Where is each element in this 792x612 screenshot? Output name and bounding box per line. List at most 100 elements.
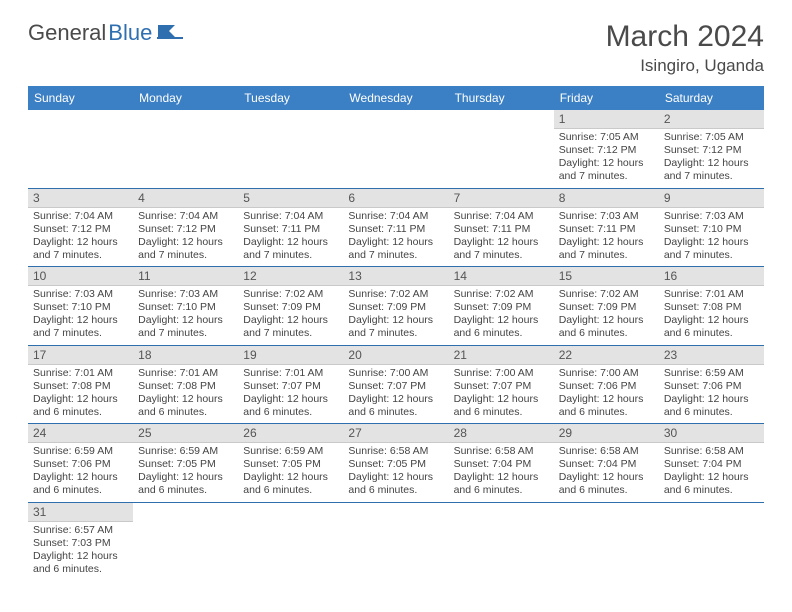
day-number: 15 (554, 267, 659, 286)
calendar-day: 19Sunrise: 7:01 AMSunset: 7:07 PMDayligh… (238, 345, 343, 424)
calendar-empty (659, 502, 764, 580)
day-number: 27 (343, 424, 448, 443)
calendar-day: 5Sunrise: 7:04 AMSunset: 7:11 PMDaylight… (238, 188, 343, 267)
calendar-day: 29Sunrise: 6:58 AMSunset: 7:04 PMDayligh… (554, 424, 659, 503)
calendar-day: 31Sunrise: 6:57 AMSunset: 7:03 PMDayligh… (28, 502, 133, 580)
calendar-week: 3Sunrise: 7:04 AMSunset: 7:12 PMDaylight… (28, 188, 764, 267)
day-number: 10 (28, 267, 133, 286)
calendar-day: 28Sunrise: 6:58 AMSunset: 7:04 PMDayligh… (449, 424, 554, 503)
calendar-day: 26Sunrise: 6:59 AMSunset: 7:05 PMDayligh… (238, 424, 343, 503)
day-number: 16 (659, 267, 764, 286)
day-details: Sunrise: 7:02 AMSunset: 7:09 PMDaylight:… (554, 286, 659, 345)
month-title: March 2024 (606, 20, 764, 54)
weekday-header: Friday (554, 86, 659, 110)
day-number: 18 (133, 346, 238, 365)
day-number: 4 (133, 189, 238, 208)
calendar-day: 17Sunrise: 7:01 AMSunset: 7:08 PMDayligh… (28, 345, 133, 424)
day-number: 13 (343, 267, 448, 286)
calendar-day: 14Sunrise: 7:02 AMSunset: 7:09 PMDayligh… (449, 267, 554, 346)
calendar-week: 24Sunrise: 6:59 AMSunset: 7:06 PMDayligh… (28, 424, 764, 503)
calendar-day: 22Sunrise: 7:00 AMSunset: 7:06 PMDayligh… (554, 345, 659, 424)
day-details: Sunrise: 7:04 AMSunset: 7:12 PMDaylight:… (28, 208, 133, 267)
day-number: 23 (659, 346, 764, 365)
calendar-empty (238, 502, 343, 580)
calendar-empty (133, 110, 238, 188)
day-details: Sunrise: 7:01 AMSunset: 7:08 PMDaylight:… (659, 286, 764, 345)
calendar-day: 7Sunrise: 7:04 AMSunset: 7:11 PMDaylight… (449, 188, 554, 267)
day-details: Sunrise: 6:59 AMSunset: 7:06 PMDaylight:… (659, 365, 764, 424)
weekday-header: Monday (133, 86, 238, 110)
day-details: Sunrise: 6:59 AMSunset: 7:05 PMDaylight:… (133, 443, 238, 502)
header: GeneralBlue March 2024 Isingiro, Uganda (28, 20, 764, 76)
calendar-day: 16Sunrise: 7:01 AMSunset: 7:08 PMDayligh… (659, 267, 764, 346)
calendar-empty (343, 502, 448, 580)
day-details: Sunrise: 7:03 AMSunset: 7:10 PMDaylight:… (659, 208, 764, 267)
day-number: 24 (28, 424, 133, 443)
calendar-day: 6Sunrise: 7:04 AMSunset: 7:11 PMDaylight… (343, 188, 448, 267)
day-number: 17 (28, 346, 133, 365)
logo-text-blue: Blue (108, 20, 152, 46)
calendar-empty (238, 110, 343, 188)
calendar-table: SundayMondayTuesdayWednesdayThursdayFrid… (28, 86, 764, 580)
day-details: Sunrise: 7:03 AMSunset: 7:10 PMDaylight:… (28, 286, 133, 345)
day-number: 3 (28, 189, 133, 208)
calendar-day: 30Sunrise: 6:58 AMSunset: 7:04 PMDayligh… (659, 424, 764, 503)
day-number: 21 (449, 346, 554, 365)
day-details: Sunrise: 6:58 AMSunset: 7:04 PMDaylight:… (659, 443, 764, 502)
calendar-week: 10Sunrise: 7:03 AMSunset: 7:10 PMDayligh… (28, 267, 764, 346)
weekday-header: Saturday (659, 86, 764, 110)
calendar-day: 1Sunrise: 7:05 AMSunset: 7:12 PMDaylight… (554, 110, 659, 188)
day-details: Sunrise: 7:01 AMSunset: 7:08 PMDaylight:… (28, 365, 133, 424)
title-block: March 2024 Isingiro, Uganda (606, 20, 764, 76)
weekday-header: Thursday (449, 86, 554, 110)
day-number: 11 (133, 267, 238, 286)
day-details: Sunrise: 7:03 AMSunset: 7:11 PMDaylight:… (554, 208, 659, 267)
day-number: 29 (554, 424, 659, 443)
day-details: Sunrise: 7:01 AMSunset: 7:08 PMDaylight:… (133, 365, 238, 424)
day-details: Sunrise: 6:58 AMSunset: 7:04 PMDaylight:… (449, 443, 554, 502)
day-details: Sunrise: 7:04 AMSunset: 7:11 PMDaylight:… (343, 208, 448, 267)
day-details: Sunrise: 7:00 AMSunset: 7:07 PMDaylight:… (343, 365, 448, 424)
calendar-day: 24Sunrise: 6:59 AMSunset: 7:06 PMDayligh… (28, 424, 133, 503)
calendar-day: 8Sunrise: 7:03 AMSunset: 7:11 PMDaylight… (554, 188, 659, 267)
day-details: Sunrise: 7:00 AMSunset: 7:06 PMDaylight:… (554, 365, 659, 424)
calendar-head: SundayMondayTuesdayWednesdayThursdayFrid… (28, 86, 764, 110)
calendar-day: 10Sunrise: 7:03 AMSunset: 7:10 PMDayligh… (28, 267, 133, 346)
day-details: Sunrise: 7:02 AMSunset: 7:09 PMDaylight:… (238, 286, 343, 345)
weekday-header: Tuesday (238, 86, 343, 110)
calendar-day: 12Sunrise: 7:02 AMSunset: 7:09 PMDayligh… (238, 267, 343, 346)
day-number: 14 (449, 267, 554, 286)
day-details: Sunrise: 6:58 AMSunset: 7:04 PMDaylight:… (554, 443, 659, 502)
day-details: Sunrise: 7:01 AMSunset: 7:07 PMDaylight:… (238, 365, 343, 424)
day-number: 26 (238, 424, 343, 443)
day-number: 9 (659, 189, 764, 208)
day-number: 5 (238, 189, 343, 208)
day-details: Sunrise: 7:04 AMSunset: 7:11 PMDaylight:… (238, 208, 343, 267)
day-number: 22 (554, 346, 659, 365)
calendar-day: 3Sunrise: 7:04 AMSunset: 7:12 PMDaylight… (28, 188, 133, 267)
day-details: Sunrise: 7:04 AMSunset: 7:12 PMDaylight:… (133, 208, 238, 267)
day-details: Sunrise: 6:58 AMSunset: 7:05 PMDaylight:… (343, 443, 448, 502)
day-details: Sunrise: 7:02 AMSunset: 7:09 PMDaylight:… (343, 286, 448, 345)
day-details: Sunrise: 7:00 AMSunset: 7:07 PMDaylight:… (449, 365, 554, 424)
calendar-day: 23Sunrise: 6:59 AMSunset: 7:06 PMDayligh… (659, 345, 764, 424)
day-details: Sunrise: 7:03 AMSunset: 7:10 PMDaylight:… (133, 286, 238, 345)
calendar-empty (554, 502, 659, 580)
calendar-day: 2Sunrise: 7:05 AMSunset: 7:12 PMDaylight… (659, 110, 764, 188)
day-details: Sunrise: 6:57 AMSunset: 7:03 PMDaylight:… (28, 522, 133, 581)
calendar-day: 21Sunrise: 7:00 AMSunset: 7:07 PMDayligh… (449, 345, 554, 424)
weekday-row: SundayMondayTuesdayWednesdayThursdayFrid… (28, 86, 764, 110)
logo: GeneralBlue (28, 20, 183, 46)
calendar-week: 1Sunrise: 7:05 AMSunset: 7:12 PMDaylight… (28, 110, 764, 188)
calendar-day: 15Sunrise: 7:02 AMSunset: 7:09 PMDayligh… (554, 267, 659, 346)
weekday-header: Sunday (28, 86, 133, 110)
calendar-week: 17Sunrise: 7:01 AMSunset: 7:08 PMDayligh… (28, 345, 764, 424)
calendar-day: 4Sunrise: 7:04 AMSunset: 7:12 PMDaylight… (133, 188, 238, 267)
calendar-day: 27Sunrise: 6:58 AMSunset: 7:05 PMDayligh… (343, 424, 448, 503)
day-details: Sunrise: 7:04 AMSunset: 7:11 PMDaylight:… (449, 208, 554, 267)
day-details: Sunrise: 7:05 AMSunset: 7:12 PMDaylight:… (659, 129, 764, 188)
day-number: 1 (554, 110, 659, 129)
calendar-body: 1Sunrise: 7:05 AMSunset: 7:12 PMDaylight… (28, 110, 764, 580)
day-details: Sunrise: 7:02 AMSunset: 7:09 PMDaylight:… (449, 286, 554, 345)
day-number: 25 (133, 424, 238, 443)
